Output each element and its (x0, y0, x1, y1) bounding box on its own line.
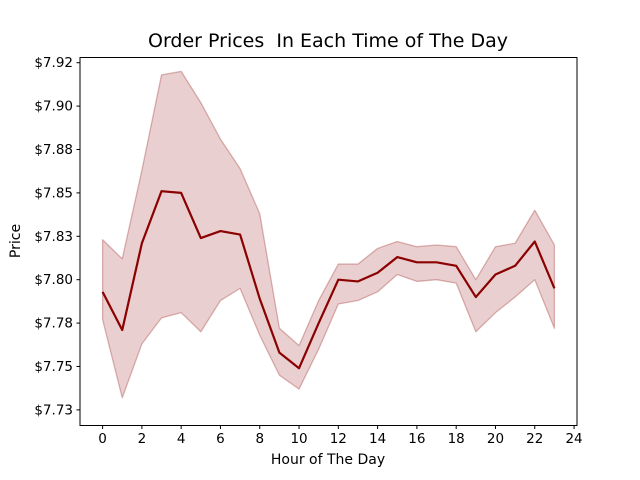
x-tick-label: 8 (255, 431, 264, 447)
x-tick-label: 0 (98, 431, 107, 447)
x-axis: 0 2 4 6 8 10 12 14 16 18 20 22 24 (98, 425, 583, 447)
y-tick-label: $7.85 (34, 185, 73, 201)
x-axis-label: Hour of The Day (271, 452, 385, 468)
confidence-band (101, 70, 556, 399)
y-tick-label: $7.73 (34, 402, 73, 418)
x-tick-label: 20 (487, 431, 504, 447)
y-tick-label: $7.78 (34, 316, 73, 332)
y-tick-label: $7.88 (34, 142, 73, 158)
y-axis: $7.73 $7.75 $7.78 $7.80 $7.83 $7.85 $7.88 $7.90… (34, 55, 80, 418)
y-tick-label: $7.92 (34, 55, 73, 71)
x-tick-label: 18 (448, 431, 465, 447)
y-tick-label: $7.75 (34, 359, 73, 375)
y-axis-label: Price (8, 224, 24, 258)
y-tick-label: $7.80 (34, 272, 73, 288)
x-tick-label: 14 (369, 431, 386, 447)
axes-frame (79, 57, 578, 426)
x-tick-label: 12 (330, 431, 347, 447)
x-tick-label: 4 (177, 431, 186, 447)
x-tick-label: 22 (526, 431, 543, 447)
y-tick-label: $7.83 (34, 229, 73, 245)
price-line (101, 190, 556, 370)
x-tick-label: 10 (290, 431, 307, 447)
x-tick-label: 2 (138, 431, 147, 447)
x-tick-label: 6 (216, 431, 225, 447)
y-tick-label: $7.90 (34, 99, 73, 115)
x-tick-label: 16 (408, 431, 425, 447)
chart-title: Order Prices In Each Time of The Day (148, 30, 508, 52)
x-tick-label: 24 (565, 431, 582, 447)
